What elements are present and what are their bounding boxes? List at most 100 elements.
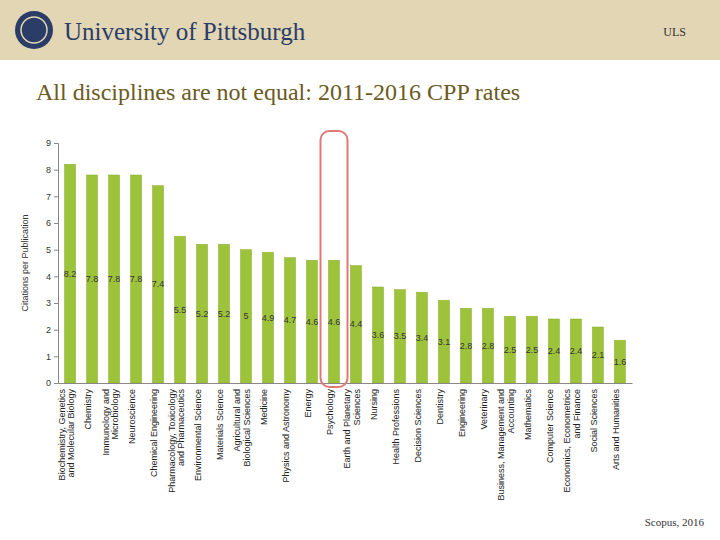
x-tick-label: Psychology <box>325 389 335 436</box>
data-label: 2.8 <box>482 341 495 351</box>
institution: University of Pittsburgh <box>64 18 306 45</box>
data-label: 3.1 <box>438 337 451 347</box>
x-tick-label: Arts and Humanities <box>611 389 621 471</box>
x-tick: Energy <box>303 389 313 418</box>
x-tick-label: Agricultural andBiological Sciences <box>232 389 251 467</box>
y-tick-mark <box>54 223 58 224</box>
y-tick: 6 <box>46 218 58 228</box>
x-tick-label: Veterinary <box>479 389 489 430</box>
y-tick-mark <box>54 196 58 197</box>
data-label: 5.2 <box>196 309 209 319</box>
y-tick: 5 <box>46 245 58 255</box>
x-tick: Decision Sciences <box>413 389 423 463</box>
x-tick-label-line: Accounting <box>506 389 516 434</box>
x-tick-label: Neuroscience <box>127 389 137 444</box>
x-tick-label: Health Professions <box>391 389 401 465</box>
bar <box>614 340 625 383</box>
data-label: 3.6 <box>372 330 385 340</box>
x-tick-label-line: Arts and Humanities <box>611 389 621 471</box>
y-tick-mark <box>54 276 58 277</box>
x-tick-label-line: Microbiology <box>110 389 120 440</box>
x-tick-label-line: Engineering <box>457 389 467 437</box>
y-tick: 7 <box>46 192 58 202</box>
data-label: 5.2 <box>218 309 231 319</box>
x-tick-label: Biochemistry, Geneticsand Molecular Biol… <box>57 389 76 481</box>
y-tick: 0 <box>46 378 58 388</box>
logo <box>15 11 53 49</box>
bar <box>460 308 471 383</box>
x-tick: Health Professions <box>391 389 401 465</box>
source: Scopus, 2016 <box>645 516 705 528</box>
bar <box>307 260 318 383</box>
x-tick-label-line: Sciences <box>352 389 362 426</box>
data-label: 5 <box>244 311 249 321</box>
x-tick-label-line: Psychology <box>325 389 335 436</box>
bar <box>109 175 120 383</box>
x-tick: Neuroscience <box>127 389 137 444</box>
y-tick-label: 4 <box>46 272 51 282</box>
x-tick: Materials Science <box>215 389 225 460</box>
x-tick-label: Decision Sciences <box>413 389 423 463</box>
y-tick-label: 7 <box>46 192 51 202</box>
x-tick: Chemistry <box>83 389 93 430</box>
data-label: 3.4 <box>416 333 429 343</box>
bar <box>175 236 186 383</box>
x-tick-label: Medicine <box>259 389 269 425</box>
x-tick-label: Social Sciences <box>589 389 599 453</box>
data-label: 5.5 <box>174 305 187 315</box>
x-tick: Agricultural andBiological Sciences <box>232 389 251 467</box>
header-band <box>0 0 720 60</box>
x-tick: Pharmacology, Toxicologyand Pharmaceutic… <box>167 389 186 493</box>
data-label: 3.5 <box>394 331 407 341</box>
y-tick: 9 <box>46 138 58 148</box>
slide: University of PittsburghULSAll disciplin… <box>0 0 720 540</box>
y-tick: 8 <box>46 165 58 175</box>
bar <box>504 316 515 383</box>
y-tick-label: 9 <box>46 138 51 148</box>
x-tick: Dentistry <box>435 389 445 425</box>
y-tick: 3 <box>46 298 58 308</box>
x-tick: Mathematics <box>523 389 533 441</box>
bar <box>394 290 405 383</box>
bar <box>329 260 340 383</box>
x-tick: Medicine <box>259 389 269 425</box>
x-tick-label: Mathematics <box>523 389 533 441</box>
bar <box>131 175 142 383</box>
x-tick-label: Environmental Science <box>193 389 203 481</box>
x-tick-label-line: Dentistry <box>435 389 445 425</box>
bar <box>548 319 559 383</box>
data-label: 7.8 <box>130 274 143 284</box>
data-label: 1.6 <box>614 357 627 367</box>
x-tick-label-line: Biological Sciences <box>242 389 252 467</box>
x-tick-label-line: and Molecular Biology <box>66 389 76 478</box>
data-label: 2.5 <box>526 345 539 355</box>
data-label: 4.9 <box>262 313 275 323</box>
x-tick-label: Materials Science <box>215 389 225 460</box>
y-tick-label: 1 <box>46 352 51 362</box>
x-tick-label: Pharmacology, Toxicologyand Pharmaceutic… <box>167 389 186 493</box>
x-tick-label-line: Medicine <box>259 389 269 425</box>
data-label: 4.6 <box>306 317 319 327</box>
bar <box>570 319 581 383</box>
y-tick: 4 <box>46 272 58 282</box>
y-tick-mark <box>54 250 58 251</box>
x-tick-label-line: Health Professions <box>391 389 401 465</box>
x-tick: Biochemistry, Geneticsand Molecular Biol… <box>57 389 76 481</box>
bar <box>350 266 361 383</box>
data-label: 8.2 <box>64 269 77 279</box>
x-tick-label-line: Energy <box>303 389 313 418</box>
bar <box>416 292 427 383</box>
data-label: 2.4 <box>548 346 561 356</box>
y-axis-title: Citations per Publication <box>20 214 30 311</box>
x-tick-label: Chemistry <box>83 389 93 430</box>
x-tick-label: Physics and Astronomy <box>281 389 291 483</box>
y-axis: 0123456789 <box>46 138 59 388</box>
x-tick-label-line: Nursing <box>369 389 379 420</box>
logo-outer <box>15 11 53 49</box>
title: All disciplines are not equal: 2011-2016… <box>36 79 520 105</box>
x-tick-label: Immunology andMicrobiology <box>101 389 120 456</box>
x-tick-label: Dentistry <box>435 389 445 425</box>
bar <box>219 244 230 383</box>
x-tick-label-line: Mathematics <box>523 389 533 441</box>
x-tick-label: Business, Management andAccounting <box>496 389 515 501</box>
